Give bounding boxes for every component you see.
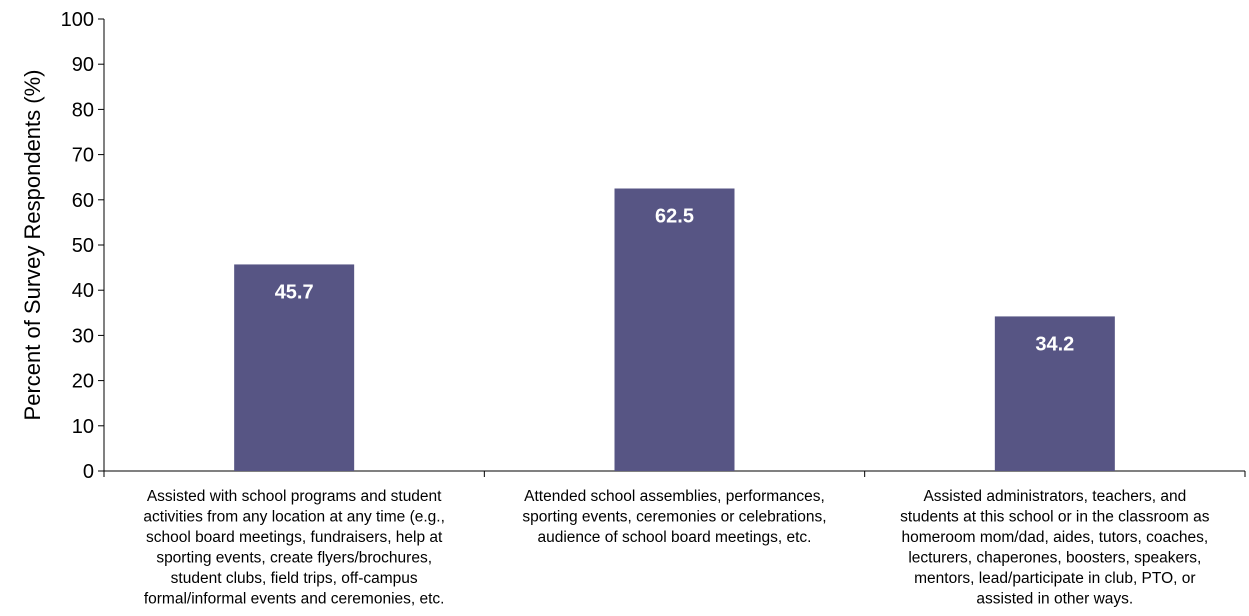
y-tick-label: 30 <box>72 325 94 347</box>
x-axis <box>103 470 1246 477</box>
y-tick-label: 0 <box>83 461 94 483</box>
category-label-line: activities from any location at any time… <box>143 509 445 526</box>
bar <box>234 264 355 471</box>
y-tick-label: 90 <box>72 54 94 76</box>
category-label-line: audience of school board meetings, etc. <box>537 529 811 546</box>
bar <box>614 188 735 471</box>
y-tick-label: 70 <box>72 145 94 167</box>
y-tick-label: 100 <box>61 9 94 31</box>
data-label: 62.5 <box>655 206 694 228</box>
y-axis: 0 10 20 30 40 50 60 70 80 90 100 <box>61 9 105 483</box>
category-labels: Assisted with school programs and studen… <box>143 488 1209 608</box>
y-tick-label: 80 <box>72 99 94 121</box>
category-label-line: school board meetings, fundraisers, help… <box>146 529 443 546</box>
y-tick-label: 40 <box>72 280 94 302</box>
y-tick-label: 60 <box>72 190 94 212</box>
y-axis-title: Percent of Survey Respondents (%) <box>20 70 45 421</box>
category-label-line: homeroom mom/dad, aides, tutors, coaches… <box>901 529 1208 546</box>
data-label: 45.7 <box>275 281 314 303</box>
y-tick-label: 50 <box>72 235 94 257</box>
data-label: 34.2 <box>1035 333 1074 355</box>
category-label-line: sporting events, ceremonies or celebrati… <box>522 509 826 526</box>
category-label-line: Assisted with school programs and studen… <box>147 488 442 505</box>
y-tick-label: 10 <box>72 416 94 438</box>
category-label-line: student clubs, field trips, off-campus <box>171 570 418 587</box>
category-label-line: formal/informal events and ceremonies, e… <box>144 591 445 608</box>
data-labels: 45.7 62.5 34.2 <box>275 206 1075 356</box>
category-label-line: Assisted administrators, teachers, and <box>923 488 1186 505</box>
bar <box>994 316 1115 471</box>
category-label-line: assisted in other ways. <box>976 591 1133 608</box>
category-label-line: Attended school assemblies, performances… <box>524 488 825 505</box>
y-tick-label: 20 <box>72 371 94 393</box>
category-label-line: sporting events, create flyers/brochures… <box>156 550 432 567</box>
category-label-line: lecturers, chaperones, boosters, speaker… <box>908 550 1201 567</box>
category-label-line: students at this school or in the classr… <box>900 509 1210 526</box>
bars <box>234 188 1115 471</box>
category-label-line: mentors, lead/participate in club, PTO, … <box>914 570 1195 587</box>
